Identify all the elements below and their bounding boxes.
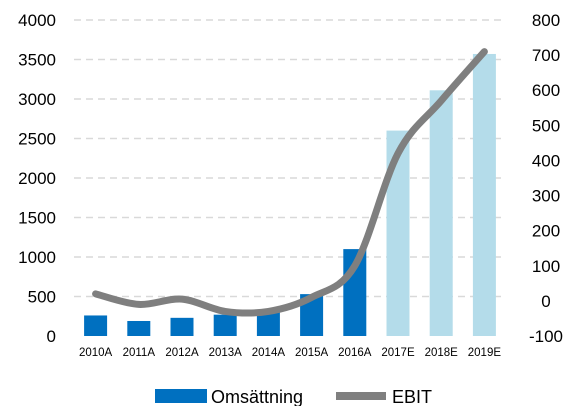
- x-tick-label: 2011A: [123, 347, 156, 359]
- x-tick-label: 2018E: [425, 347, 459, 359]
- bar-2015A: [300, 294, 324, 336]
- right-tick-label: 600: [532, 81, 560, 100]
- right-tick-label: 100: [532, 257, 560, 276]
- x-tick-label: 2010A: [79, 347, 113, 359]
- x-tick-label: 2014A: [252, 347, 286, 359]
- bar-series-omsattning: [84, 53, 496, 336]
- left-tick-label: 1000: [18, 248, 56, 267]
- left-tick-label: 2000: [18, 169, 56, 188]
- right-tick-label: 300: [532, 187, 560, 206]
- x-tick-label: 2016A: [338, 347, 372, 359]
- left-tick-label: 1500: [18, 209, 56, 228]
- legend-swatch-omsattning: [155, 389, 207, 403]
- left-tick-label: 3000: [18, 90, 56, 109]
- right-tick-label: 500: [532, 116, 560, 135]
- legend: Omsättning EBIT: [155, 387, 432, 406]
- right-tick-label: 0: [541, 292, 550, 311]
- left-tick-label: 0: [47, 327, 56, 346]
- bar-2012A: [170, 317, 194, 336]
- right-tick-label: 200: [532, 222, 560, 241]
- bar-2010A: [84, 315, 108, 336]
- x-axis: 2010A 2011A 2012A 2013A 2014A 2015A 2016A 2017E…: [79, 347, 501, 359]
- bar-2019E: [472, 53, 496, 336]
- x-tick-label: 2019E: [468, 347, 502, 359]
- bar-2017E: [386, 130, 410, 336]
- x-tick-label: 2015A: [295, 347, 329, 359]
- left-tick-label: 4000: [18, 11, 56, 30]
- legend-label-ebit: EBIT: [392, 387, 432, 406]
- bar-2018E: [429, 90, 453, 336]
- legend-label-omsattning: Omsättning: [211, 387, 303, 406]
- ebit-line: [92, 48, 488, 317]
- legend-swatch-ebit: [336, 392, 386, 400]
- right-tick-label: 400: [532, 151, 560, 170]
- left-tick-label: 3500: [18, 51, 56, 70]
- x-tick-label: 2017E: [381, 347, 415, 359]
- right-tick-label: 700: [532, 46, 560, 65]
- left-tick-label: 500: [28, 288, 56, 307]
- x-tick-label: 2012A: [165, 347, 199, 359]
- line-series-ebit: [92, 48, 488, 317]
- x-tick-label: 2013A: [209, 347, 243, 359]
- right-tick-label: 800: [532, 11, 560, 30]
- left-y-axis: 0 500 1000 1500 2000 2500 3000 3500 4000: [18, 11, 56, 346]
- gridlines: [74, 19, 506, 298]
- left-tick-label: 2500: [18, 130, 56, 149]
- bar-2014A: [256, 312, 280, 336]
- bar-2011A: [127, 320, 151, 336]
- right-y-axis: -100 0 100 200 300 400 500 600 700 800: [529, 11, 563, 346]
- right-tick-label: -100: [529, 327, 563, 346]
- bar-2013A: [213, 314, 237, 336]
